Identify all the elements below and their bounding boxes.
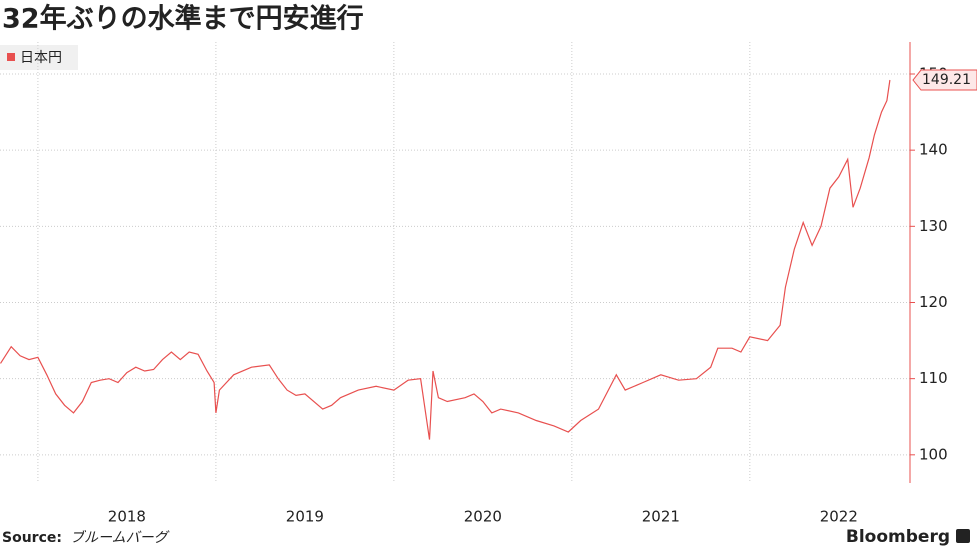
legend-label: 日本円 xyxy=(20,50,62,66)
y-tick-label: 130 xyxy=(919,217,948,235)
brand-icon xyxy=(956,529,970,543)
brand: Bloomberg xyxy=(846,527,950,547)
chart-title: 32年ぶりの水準まで円安進行 xyxy=(2,3,364,35)
series-line xyxy=(0,79,891,440)
x-tick-label: 2020 xyxy=(464,508,502,526)
legend-swatch xyxy=(7,53,15,61)
y-tick-label: 100 xyxy=(919,445,948,463)
x-tick-label: 2021 xyxy=(642,508,680,526)
y-tick-label: 140 xyxy=(919,141,948,159)
last-value-label: 149.21 xyxy=(922,72,971,88)
y-tick-label: 110 xyxy=(919,369,948,387)
x-tick-label: 2019 xyxy=(286,508,324,526)
source: ブルームバーグ xyxy=(70,530,170,546)
source-label: Source: xyxy=(2,530,62,546)
last-value-tag xyxy=(912,69,977,91)
x-tick-label: 2022 xyxy=(820,508,858,526)
y-tick-label: 120 xyxy=(919,293,948,311)
x-tick-label: 2018 xyxy=(108,508,146,526)
